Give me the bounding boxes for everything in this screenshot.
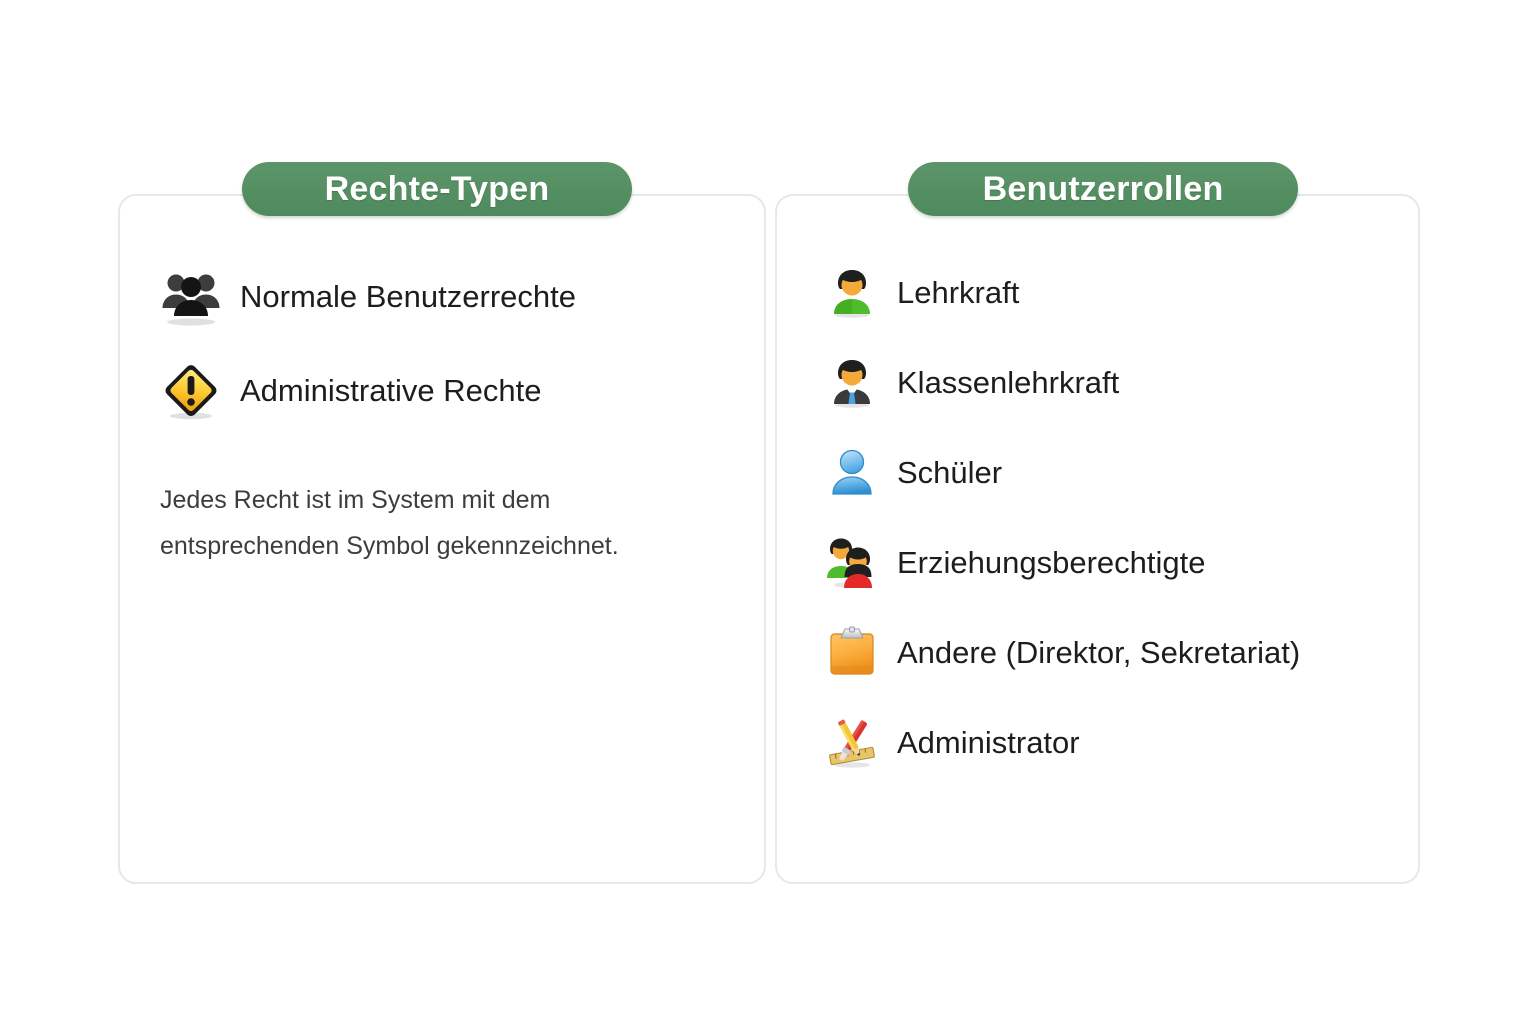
list-item-label: Administrative Rechte xyxy=(240,372,542,408)
list-item-label: Klassenlehrkraft xyxy=(897,364,1120,400)
panel-title-pill-benutzerrollen: Benutzerrollen xyxy=(908,162,1298,216)
list-item-label: Erziehungsberechtigte xyxy=(897,544,1206,580)
panel-rechte-typen xyxy=(118,194,766,884)
list-item-label: Lehrkraft xyxy=(897,274,1020,310)
benutzerrollen-list: Lehrkraft Klassenlehrkraft xyxy=(825,248,1385,788)
list-item[interactable]: Erziehungsberechtigte xyxy=(825,518,1385,608)
list-item-label: Schüler xyxy=(897,454,1003,490)
list-item[interactable]: Administrative Rechte xyxy=(160,344,720,438)
panel-benutzerrollen xyxy=(775,194,1420,884)
rechte-typen-list: Normale Benutzerrechte xyxy=(160,250,720,438)
panel-title-label: Rechte-Typen xyxy=(324,170,550,208)
group-of-users-icon xyxy=(160,266,222,328)
clipboard-icon xyxy=(825,626,879,680)
panel-title-pill-rechte-typen: Rechte-Typen xyxy=(242,162,632,216)
person-blue-silhouette-icon xyxy=(825,446,879,500)
person-business-suit-icon xyxy=(825,356,879,410)
list-item-label: Administrator xyxy=(897,724,1080,760)
person-green-shirt-icon xyxy=(825,266,879,320)
warning-diamond-icon xyxy=(160,360,222,422)
list-item-label: Andere (Direktor, Sekretariat) xyxy=(897,634,1301,670)
list-item[interactable]: Normale Benutzerrechte xyxy=(160,250,720,344)
list-item[interactable]: Klassenlehrkraft xyxy=(825,338,1385,428)
list-item[interactable]: Lehrkraft xyxy=(825,248,1385,338)
design-tools-icon xyxy=(825,716,879,770)
list-item-label: Normale Benutzerrechte xyxy=(240,278,576,314)
list-item[interactable]: Administrator xyxy=(825,698,1385,788)
list-item[interactable]: Andere (Direktor, Sekretariat) xyxy=(825,608,1385,698)
panel-title-label: Benutzerrollen xyxy=(982,170,1224,208)
rechte-typen-note: Jedes Recht ist im System mit dem entspr… xyxy=(160,486,619,561)
two-people-icon xyxy=(825,536,879,590)
list-item[interactable]: Schüler xyxy=(825,428,1385,518)
